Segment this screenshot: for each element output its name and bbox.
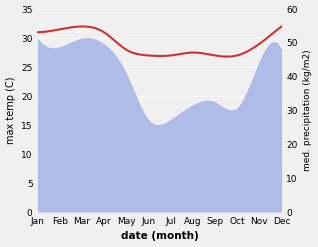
X-axis label: date (month): date (month) <box>121 231 198 242</box>
Y-axis label: med. precipitation (kg/m2): med. precipitation (kg/m2) <box>303 50 313 171</box>
Y-axis label: max temp (C): max temp (C) <box>5 77 16 144</box>
